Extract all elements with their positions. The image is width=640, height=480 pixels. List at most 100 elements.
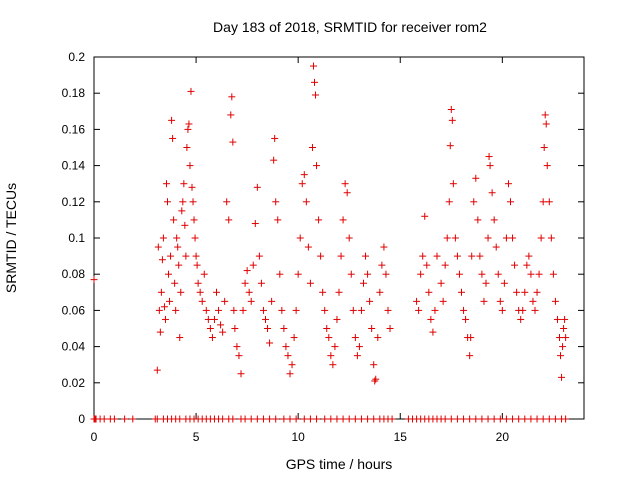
data-point — [492, 243, 500, 251]
data-point — [189, 198, 197, 206]
data-point — [174, 243, 182, 251]
data-point — [271, 134, 279, 142]
data-point — [304, 243, 312, 251]
data-point — [233, 343, 241, 351]
data-point — [313, 162, 321, 170]
data-point — [323, 325, 331, 332]
data-point — [208, 334, 216, 342]
data-point — [478, 270, 486, 278]
data-point — [206, 325, 214, 332]
data-point — [525, 252, 533, 260]
data-point — [183, 144, 191, 151]
data-point — [239, 306, 247, 314]
data-point — [496, 297, 504, 305]
data-point — [153, 366, 161, 374]
data-point — [485, 153, 493, 161]
data-point — [527, 415, 535, 423]
data-point — [325, 334, 333, 342]
data-point — [540, 144, 548, 151]
data-point — [223, 198, 231, 206]
data-point — [370, 361, 378, 369]
data-point — [474, 216, 482, 224]
data-point — [490, 216, 498, 224]
data-point — [161, 315, 169, 323]
data-point — [170, 216, 178, 224]
data-point — [272, 415, 280, 423]
y-tick-label: 0 — [78, 412, 85, 426]
data-point — [386, 325, 394, 332]
data-point — [270, 156, 278, 164]
data-point — [453, 415, 461, 423]
data-point — [268, 297, 276, 305]
y-tick-label: 0.16 — [62, 122, 86, 136]
data-point — [498, 306, 506, 314]
data-point — [266, 415, 274, 423]
data-point — [364, 415, 372, 423]
data-point — [451, 234, 459, 242]
data-point — [447, 105, 455, 113]
data-point — [317, 252, 325, 260]
data-point — [349, 306, 357, 314]
y-axis: 0 0.02 0.04 0.06 0.08 0.1 0.12 0.14 0.16 0.18 0.2 — [62, 50, 584, 426]
data-point — [486, 162, 494, 170]
data-point — [245, 288, 253, 296]
y-axis-label: SRMTID / TECUs — [3, 183, 19, 293]
data-point — [247, 415, 255, 423]
data-point — [466, 352, 474, 360]
data-point — [355, 343, 363, 351]
data-point — [360, 279, 367, 287]
data-point — [425, 288, 433, 296]
data-point — [521, 415, 529, 423]
data-point — [319, 288, 327, 296]
data-point — [478, 415, 486, 423]
data-point — [537, 234, 545, 242]
data-point — [177, 288, 185, 296]
data-point — [306, 415, 314, 423]
data-point — [335, 288, 343, 296]
data-point — [278, 306, 286, 314]
data-point — [357, 415, 365, 423]
data-point — [210, 315, 218, 323]
y-tick-label: 0.2 — [68, 50, 85, 64]
data-point — [231, 325, 239, 332]
data-point — [509, 234, 517, 242]
data-point — [462, 315, 470, 323]
data-point — [511, 261, 519, 269]
data-point — [213, 288, 220, 296]
data-point — [531, 306, 539, 314]
data-point — [513, 288, 521, 296]
y-tick-label: 0.06 — [62, 303, 86, 317]
data-point — [472, 174, 480, 182]
x-axis-label: GPS time / hours — [286, 456, 393, 472]
data-point — [561, 315, 569, 323]
data-point — [173, 234, 181, 242]
data-point — [333, 415, 341, 423]
data-point — [266, 339, 274, 347]
data-point — [490, 415, 498, 423]
data-point — [539, 415, 547, 423]
data-point — [343, 189, 351, 197]
data-point — [494, 270, 502, 278]
data-point — [484, 415, 492, 423]
data-point — [521, 288, 529, 296]
data-point — [185, 120, 193, 128]
data-point — [502, 415, 510, 423]
data-point — [272, 198, 280, 206]
data-point — [198, 297, 206, 305]
data-point — [468, 252, 476, 260]
data-point — [286, 370, 294, 378]
y-tick-label: 0.14 — [62, 159, 86, 173]
data-point — [110, 415, 118, 423]
data-point — [165, 270, 173, 278]
data-point — [523, 261, 531, 269]
data-point — [545, 198, 553, 206]
data-point — [180, 180, 188, 188]
data-point — [290, 334, 298, 342]
data-point — [482, 279, 490, 287]
data-point — [262, 315, 269, 323]
data-point — [560, 325, 568, 332]
data-point — [467, 334, 475, 342]
data-point — [157, 288, 165, 296]
data-point — [441, 261, 449, 269]
data-point — [302, 198, 310, 206]
